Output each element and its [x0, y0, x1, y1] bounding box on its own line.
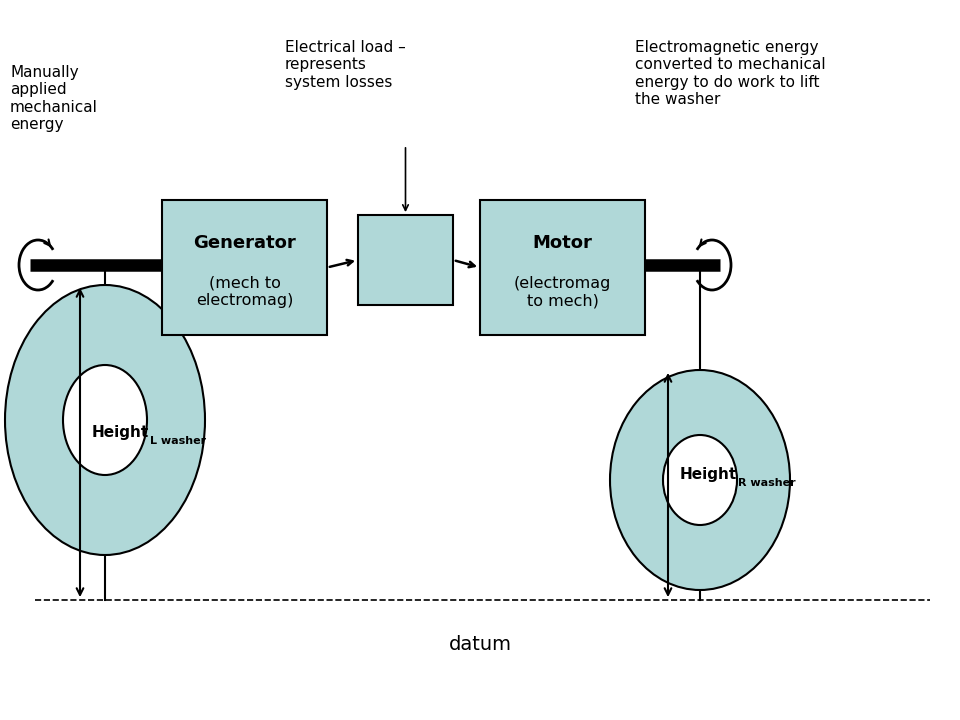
Text: Manually
applied
mechanical
energy: Manually applied mechanical energy: [10, 65, 98, 132]
Bar: [480, 200, 645, 335]
Text: Height: Height: [680, 467, 737, 482]
Text: Motor: Motor: [533, 234, 592, 252]
Text: (electromag
to mech): (electromag to mech): [514, 276, 612, 308]
Ellipse shape: [5, 285, 205, 555]
Ellipse shape: [63, 365, 147, 475]
Ellipse shape: [610, 370, 790, 590]
Text: R washer: R washer: [738, 478, 796, 488]
Text: Electromagnetic energy
converted to mechanical
energy to do work to lift
the was: Electromagnetic energy converted to mech…: [635, 40, 826, 107]
Text: L washer: L washer: [150, 436, 206, 446]
Bar: [162, 200, 327, 335]
Ellipse shape: [663, 435, 737, 525]
Bar: [358, 215, 453, 305]
Text: Electrical load –
represents
system losses: Electrical load – represents system loss…: [285, 40, 406, 90]
Text: Height: Height: [92, 425, 149, 440]
Text: (mech to
electromag): (mech to electromag): [196, 276, 293, 308]
Text: datum: datum: [448, 636, 512, 654]
Text: Generator: Generator: [193, 234, 296, 252]
